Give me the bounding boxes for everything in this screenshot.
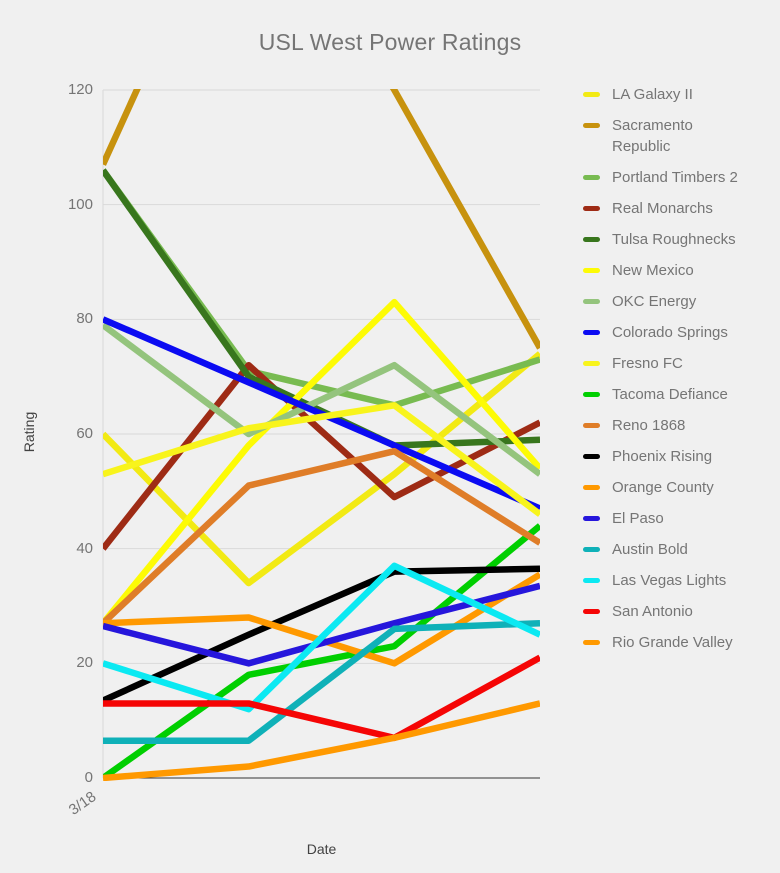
legend-swatch-icon	[583, 237, 600, 242]
legend-item-tacoma-defiance[interactable]: Tacoma Defiance	[583, 384, 751, 405]
legend-item-okc-energy[interactable]: OKC Energy	[583, 291, 751, 312]
legend-swatch-icon	[583, 547, 600, 552]
legend-swatch-icon	[583, 206, 600, 211]
series-line-new-mexico[interactable]	[103, 298, 540, 626]
legend-label: Colorado Springs	[612, 324, 728, 341]
legend-label: Orange County	[612, 479, 714, 496]
legend-item-new-mexico[interactable]: New Mexico	[583, 260, 751, 281]
legend-label: Real Monarchs	[612, 200, 713, 217]
legend-label: Austin Bold	[612, 541, 688, 558]
series-line-tacoma-defiance[interactable]	[103, 523, 540, 781]
y-tick-60: 60	[76, 425, 93, 442]
legend-label: San Antonio	[612, 603, 693, 620]
series-line-san-antonio[interactable]	[103, 654, 540, 742]
series-line-phoenix-rising[interactable]	[103, 565, 540, 704]
legend-label: El Paso	[612, 510, 664, 527]
legend-swatch-icon	[583, 330, 600, 335]
legend-label: Portland Timbers 2	[612, 169, 738, 186]
legend-swatch-icon	[583, 299, 600, 304]
legend-swatch-icon	[583, 361, 600, 366]
series-line-orange-county[interactable]	[103, 571, 540, 667]
legend-item-phoenix-rising[interactable]: Phoenix Rising	[583, 446, 751, 467]
series-line-fresno-fc[interactable]	[103, 402, 540, 517]
legend-item-reno-1868[interactable]: Reno 1868	[583, 415, 751, 436]
legend-swatch-icon	[583, 175, 600, 180]
series-line-rio-grande-valley[interactable]	[103, 700, 540, 781]
series-line-reno-1868[interactable]	[103, 447, 540, 626]
legend-label: Rio Grande Valley	[612, 634, 733, 651]
legend: LA Galaxy II Sacramento Republic Portland …	[583, 84, 751, 663]
legend-swatch-icon	[583, 392, 600, 397]
y-tick-20: 20	[76, 654, 93, 672]
legend-item-colorado-springs[interactable]: Colorado Springs	[583, 322, 751, 343]
y-tick-40: 40	[76, 539, 93, 557]
legend-label: Las Vegas Lights	[612, 572, 727, 589]
legend-swatch-icon	[583, 609, 600, 614]
y-tick-80: 80	[76, 310, 93, 328]
legend-swatch-icon	[583, 454, 600, 459]
legend-swatch-icon	[583, 640, 600, 645]
legend-label: Reno 1868	[612, 417, 686, 434]
y-tick-0: 0	[84, 769, 93, 786]
series-line-el-paso[interactable]	[103, 582, 540, 667]
series-line-las-vegas-lights[interactable]	[103, 562, 540, 713]
series-line-okc-energy[interactable]	[103, 322, 540, 477]
legend-item-orange-county[interactable]: Orange County	[583, 477, 751, 498]
legend-label: Tacoma Defiance	[612, 386, 728, 403]
legend-item-el-paso[interactable]: El Paso	[583, 508, 751, 529]
y-tick-100: 100	[67, 195, 93, 213]
series-line-sacramento-republic[interactable]	[103, 0, 540, 350]
legend-item-real-monarchs[interactable]: Real Monarchs	[583, 198, 751, 219]
legend-item-las-vegas-lights[interactable]: Las Vegas Lights	[583, 570, 751, 591]
legend-label: LA Galaxy II	[612, 86, 693, 103]
legend-item-san-antonio[interactable]: San Antonio	[583, 601, 751, 622]
legend-label: OKC Energy	[612, 293, 697, 310]
legend-label: New Mexico	[612, 262, 694, 279]
legend-item-fresno-fc[interactable]: Fresno FC	[583, 353, 751, 374]
series-line-austin-bold[interactable]	[103, 619, 540, 744]
chart-title: USL West Power Ratings	[258, 29, 522, 55]
legend-item-tulsa-roughnecks[interactable]: Tulsa Roughnecks	[583, 229, 751, 250]
legend-swatch-icon	[583, 423, 600, 428]
legend-item-sacramento-republic[interactable]: Sacramento Republic	[583, 115, 751, 157]
legend-item-portland-timbers-2[interactable]: Portland Timbers 2	[583, 167, 751, 188]
legend-item-la-galaxy-ii[interactable]: LA Galaxy II	[583, 84, 751, 105]
legend-label: Tulsa Roughnecks	[612, 231, 736, 248]
legend-label: Sacramento Republic	[612, 117, 693, 155]
legend-item-rio-grande-valley[interactable]: Rio Grande Valley	[583, 632, 751, 653]
x-axis-title: Date	[306, 841, 337, 857]
legend-swatch-icon	[583, 516, 600, 521]
legend-swatch-icon	[583, 485, 600, 490]
legend-swatch-icon	[583, 92, 600, 97]
legend-item-austin-bold[interactable]: Austin Bold	[583, 539, 751, 560]
legend-swatch-icon	[583, 123, 600, 128]
legend-swatch-icon	[583, 578, 600, 583]
legend-label: Fresno FC	[612, 355, 683, 372]
y-tick-120: 120	[67, 81, 93, 98]
legend-swatch-icon	[583, 268, 600, 273]
series-line-la-galaxy-ii[interactable]	[103, 351, 540, 587]
legend-label: Phoenix Rising	[612, 448, 713, 465]
